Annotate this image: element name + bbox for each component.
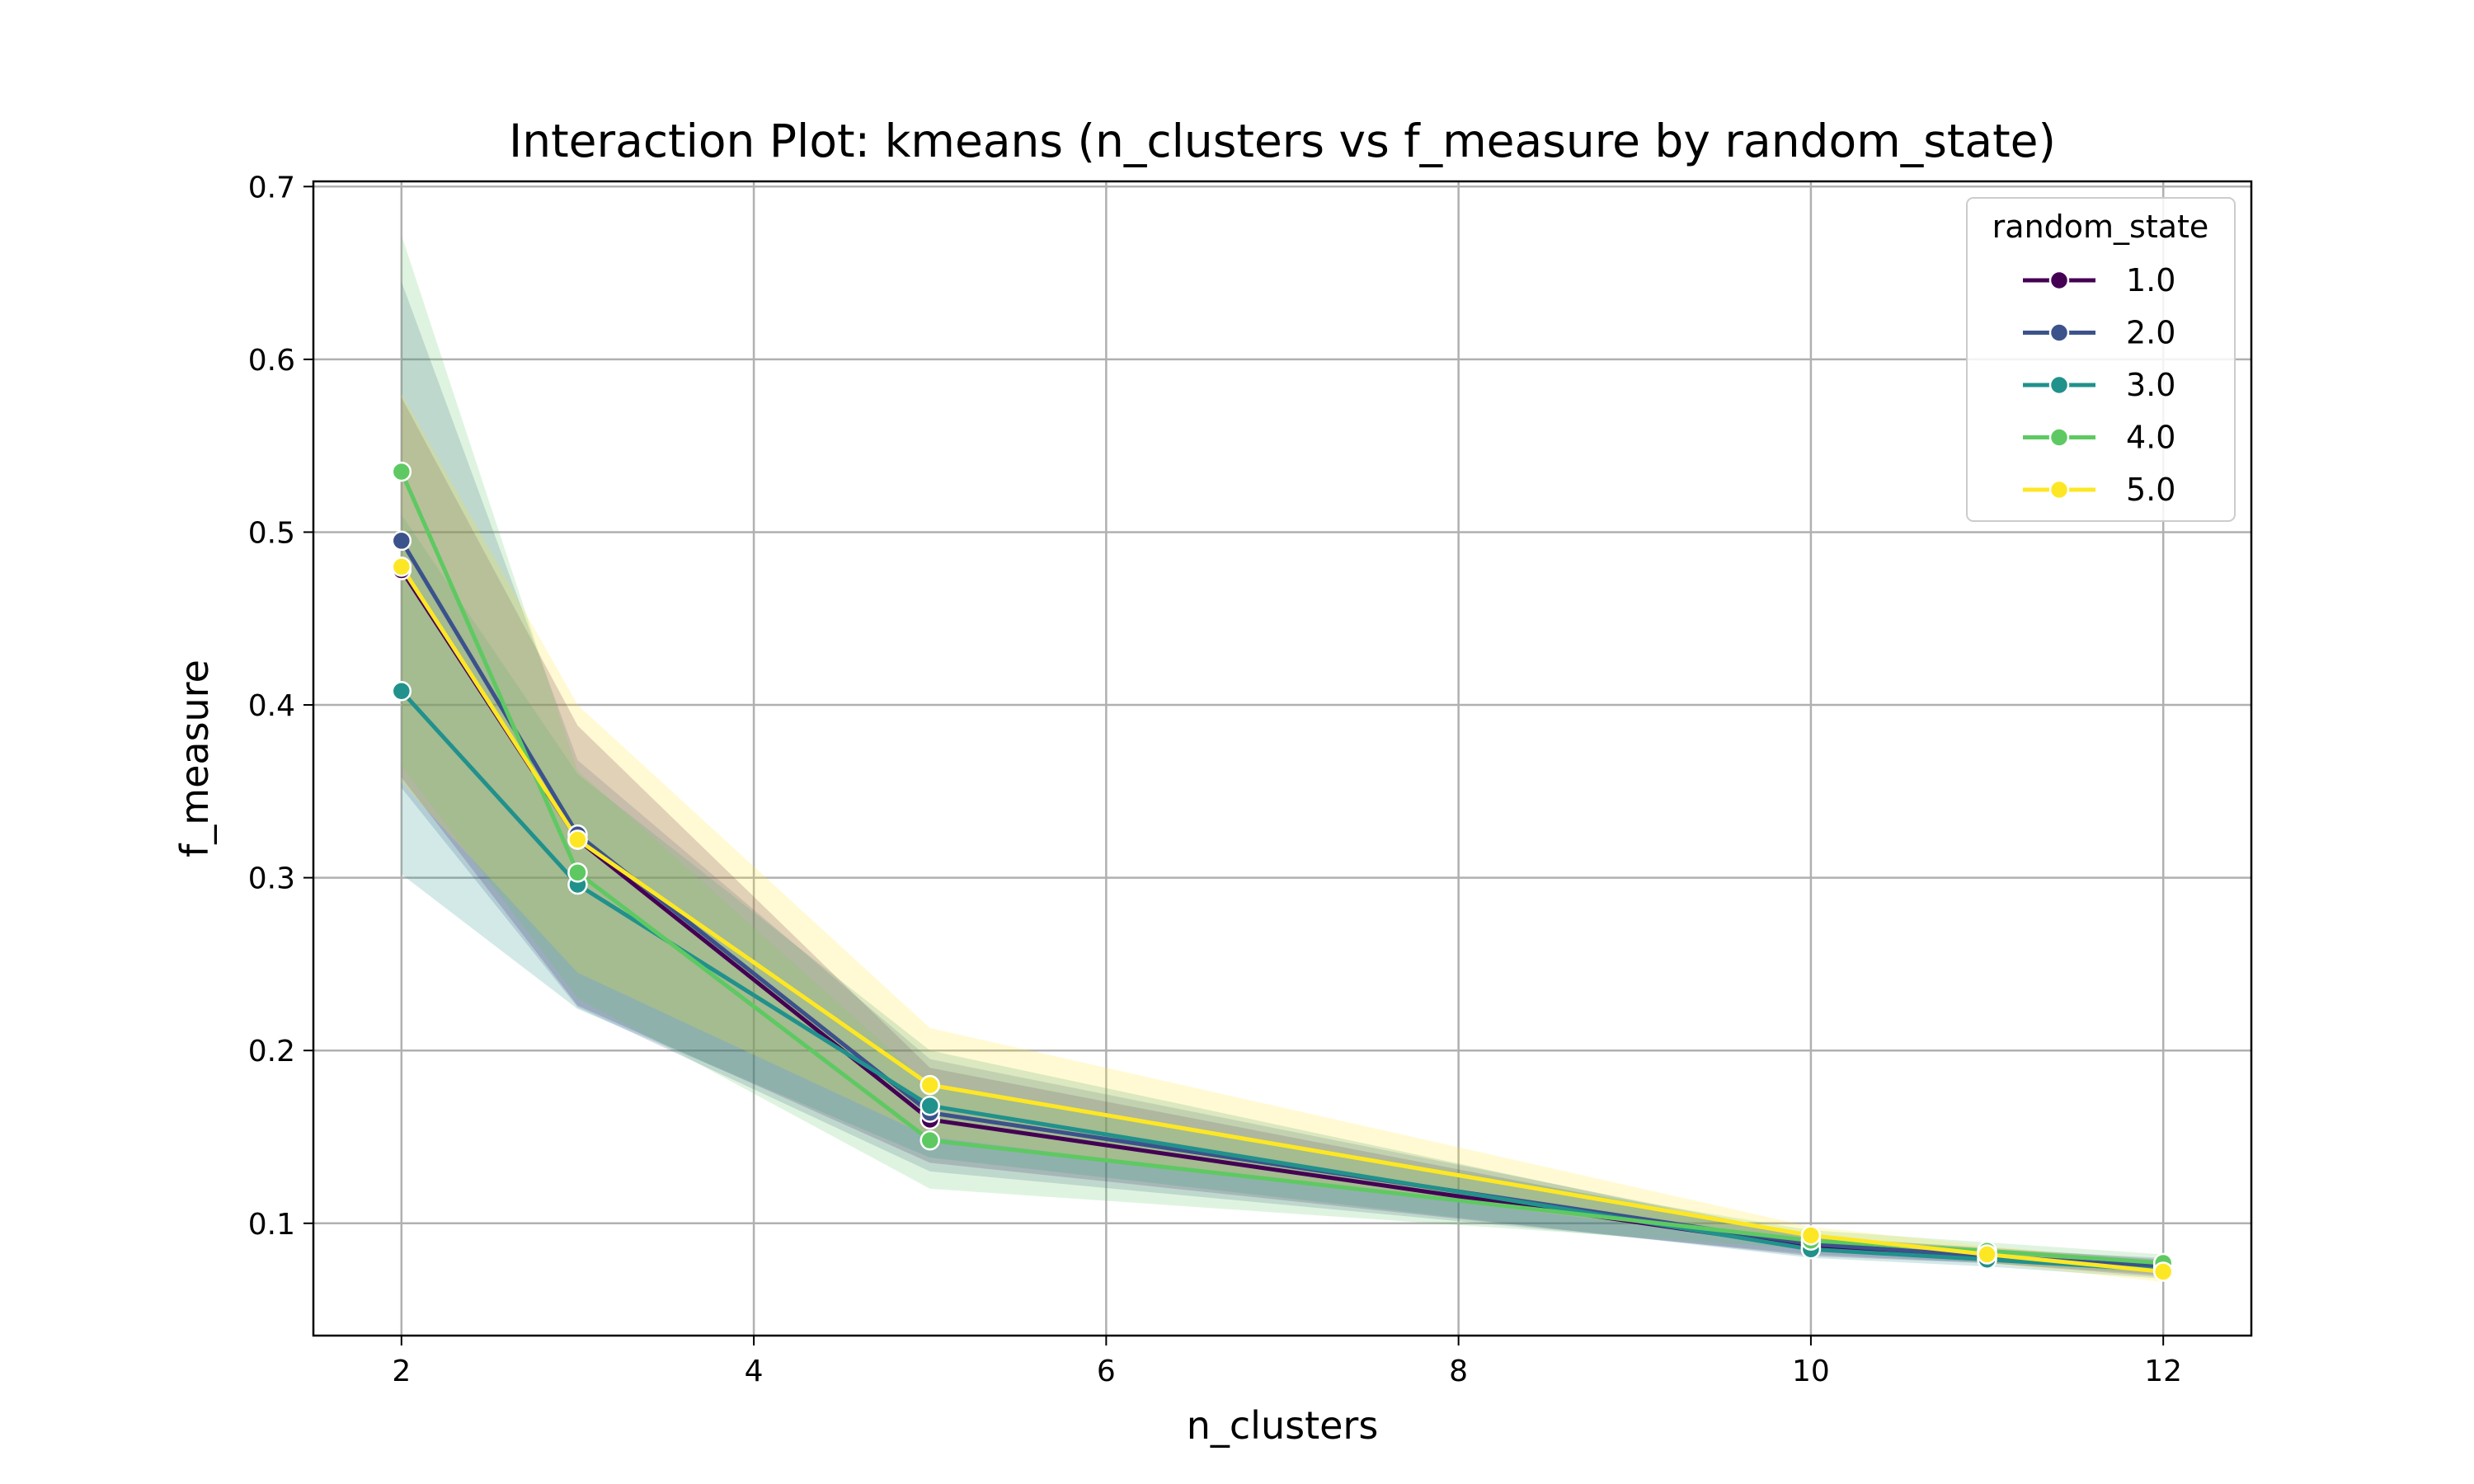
legend-item: 1.0 <box>2023 262 2175 298</box>
legend: random_state 1.0 2.0 3.0 4.0 5.0 <box>1966 197 2236 522</box>
data-point <box>920 1074 940 1096</box>
data-point <box>391 556 412 577</box>
x-tick-label: 12 <box>2144 1355 2182 1388</box>
plot-area-frame <box>312 180 2253 1337</box>
legend-marker <box>2048 374 2070 396</box>
legend-box <box>1966 197 2236 522</box>
data-point <box>391 461 412 482</box>
data-point <box>391 530 412 552</box>
y-axis-ticks: 0.1 0.2 0.3 0.4 0.5 0.6 0.7 <box>248 171 313 1242</box>
data-point <box>1977 1244 1997 1265</box>
legend-label: 3.0 <box>2126 367 2175 403</box>
confidence-band-4 <box>401 234 2164 1274</box>
confidence-band-1 <box>401 397 2164 1277</box>
legend-label: 2.0 <box>2126 315 2175 351</box>
x-axis-ticks: 2 4 6 8 10 12 <box>392 1336 2182 1388</box>
x-tick-label: 4 <box>745 1355 764 1388</box>
series-markers <box>391 461 2174 1282</box>
legend-label: 4.0 <box>2126 420 2175 456</box>
chart-title: Interaction Plot: kmeans (n_clusters vs … <box>509 115 2056 167</box>
x-axis-title: n_clusters <box>1187 1403 1379 1448</box>
y-tick-label: 0.5 <box>248 516 295 550</box>
legend-item: 2.0 <box>2023 315 2175 351</box>
y-axis-title: f_measure <box>172 660 217 857</box>
y-tick-label: 0.3 <box>248 862 295 896</box>
confidence-bands <box>401 234 2164 1283</box>
data-point <box>391 681 412 702</box>
legend-marker <box>2048 427 2070 448</box>
series-line-4 <box>399 471 2164 1266</box>
confidence-band-2 <box>401 281 2164 1275</box>
legend-item: 3.0 <box>2023 367 2175 403</box>
y-tick-label: 0.4 <box>248 689 295 723</box>
legend-marker <box>2048 322 2070 343</box>
confidence-band-3 <box>401 514 2164 1279</box>
series-line-3 <box>399 689 2164 1272</box>
x-tick-label: 8 <box>1449 1355 1468 1388</box>
legend-item: 5.0 <box>2023 472 2175 508</box>
x-tick-label: 2 <box>392 1355 411 1388</box>
x-tick-label: 6 <box>1097 1355 1116 1388</box>
y-tick-label: 0.7 <box>248 171 295 204</box>
data-point <box>567 862 588 883</box>
y-tick-label: 0.6 <box>248 344 295 378</box>
data-point <box>920 1096 940 1116</box>
x-tick-label: 10 <box>1792 1355 1830 1388</box>
legend-label: 1.0 <box>2126 262 2175 298</box>
y-tick-label: 0.1 <box>248 1208 295 1242</box>
series-line-5 <box>399 566 2164 1274</box>
legend-marker <box>2048 270 2070 291</box>
confidence-band-5 <box>401 393 2164 1283</box>
data-point <box>920 1129 940 1151</box>
legend-title: random_state <box>1992 209 2209 245</box>
legend-label: 5.0 <box>2126 472 2175 508</box>
data-point <box>1800 1225 1822 1246</box>
data-point <box>2152 1261 2174 1282</box>
data-point <box>567 829 588 850</box>
legend-marker <box>2048 479 2070 500</box>
legend-items: 1.0 2.0 3.0 4.0 5.0 <box>2023 262 2175 508</box>
series-lines <box>399 471 2164 1274</box>
y-tick-label: 0.2 <box>248 1035 295 1068</box>
legend-item: 4.0 <box>2023 420 2175 456</box>
